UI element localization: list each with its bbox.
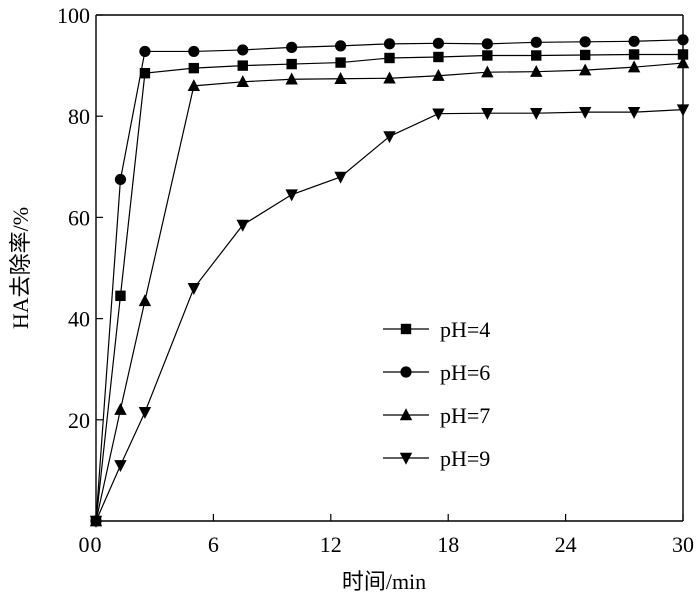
axes: [95, 14, 684, 522]
data-point: [237, 44, 249, 56]
data-point: [627, 60, 641, 73]
x-tick-label: 6: [208, 532, 219, 557]
ticks: 0 6 12 18 24 30 20 40 60 80 100 0: [57, 3, 694, 557]
legend-marker: [399, 452, 413, 465]
data-point: [578, 63, 592, 76]
data-point: [578, 106, 592, 119]
data-point: [677, 49, 689, 60]
data-point: [384, 52, 395, 64]
data-point: [628, 35, 640, 47]
data-point: [89, 515, 103, 528]
data-point: [482, 50, 493, 61]
data-point: [139, 45, 151, 58]
data-point: [236, 75, 249, 87]
data-point: [432, 69, 445, 81]
series-2: [90, 34, 689, 527]
data-point: [383, 38, 396, 50]
data-point: [237, 60, 248, 71]
data-point: [334, 72, 347, 84]
legend-item-3: pH=7: [383, 403, 490, 428]
data-point: [628, 49, 640, 60]
legend: pH=4 pH=6 pH=7 pH=9: [383, 317, 490, 471]
data-point: [579, 49, 591, 61]
x-tick-label: 12: [320, 532, 342, 557]
data-point: [383, 71, 396, 84]
data-point: [676, 56, 690, 69]
series-1: [90, 49, 689, 527]
origin-label: 0: [79, 532, 90, 557]
data-point: [115, 290, 126, 302]
data-point: [676, 104, 690, 117]
data-point: [579, 36, 591, 48]
data-point: [286, 58, 297, 70]
data-point: [432, 37, 445, 49]
data-point: [335, 57, 346, 68]
legend-item-1: pH=4: [383, 317, 490, 342]
data-point: [139, 67, 151, 79]
data-point: [433, 51, 444, 63]
legend-label: pH=9: [440, 446, 490, 471]
series-line: [95, 62, 684, 522]
data-point: [531, 50, 542, 61]
series-line: [95, 109, 684, 522]
series-3: [89, 56, 690, 527]
data-point: [481, 65, 494, 78]
data-point: [677, 34, 689, 46]
legend-label: pH=4: [440, 317, 490, 342]
legend-marker: [399, 408, 413, 421]
legend-label: pH=6: [440, 360, 490, 385]
data-point: [530, 64, 543, 77]
data-point: [530, 107, 543, 120]
data-point: [530, 36, 542, 48]
y-tick-label: 40: [68, 307, 90, 332]
series-layer: [89, 34, 690, 528]
x-tick-label: 24: [555, 532, 577, 557]
data-point: [627, 106, 641, 119]
x-axis-title: 时间/min: [342, 569, 426, 594]
data-point: [285, 72, 298, 85]
legend-label: pH=7: [440, 403, 490, 428]
data-point: [432, 108, 445, 121]
data-point: [481, 107, 494, 120]
data-point: [138, 407, 152, 419]
y-tick-label: 80: [68, 104, 90, 129]
data-point: [334, 171, 347, 184]
data-point: [236, 219, 249, 232]
x-tick-label: 0: [91, 532, 102, 557]
data-point: [286, 41, 298, 53]
y-tick-label: 20: [68, 408, 90, 433]
data-point: [334, 40, 347, 52]
legend-marker: [400, 366, 412, 378]
legend-marker: [400, 323, 412, 335]
series-4: [89, 104, 690, 528]
data-point: [187, 79, 201, 92]
data-point: [481, 38, 493, 50]
series-line: [95, 39, 684, 522]
data-point: [114, 460, 127, 473]
data-point: [114, 173, 127, 186]
data-point: [187, 283, 201, 295]
x-tick-label: 18: [437, 532, 459, 557]
x-tick-label: 30: [672, 532, 694, 557]
data-point: [188, 62, 200, 74]
legend-item-4: pH=9: [383, 446, 490, 471]
data-point: [114, 402, 127, 415]
y-tick-label: 60: [68, 205, 90, 230]
y-tick-label: 100: [57, 3, 90, 28]
data-point: [383, 131, 396, 144]
series-line: [95, 53, 683, 522]
legend-item-2: pH=6: [383, 360, 490, 385]
data-point: [285, 189, 298, 202]
y-axis-title: HA去除率/%: [8, 207, 33, 329]
data-point: [138, 294, 152, 307]
data-point: [188, 45, 200, 58]
